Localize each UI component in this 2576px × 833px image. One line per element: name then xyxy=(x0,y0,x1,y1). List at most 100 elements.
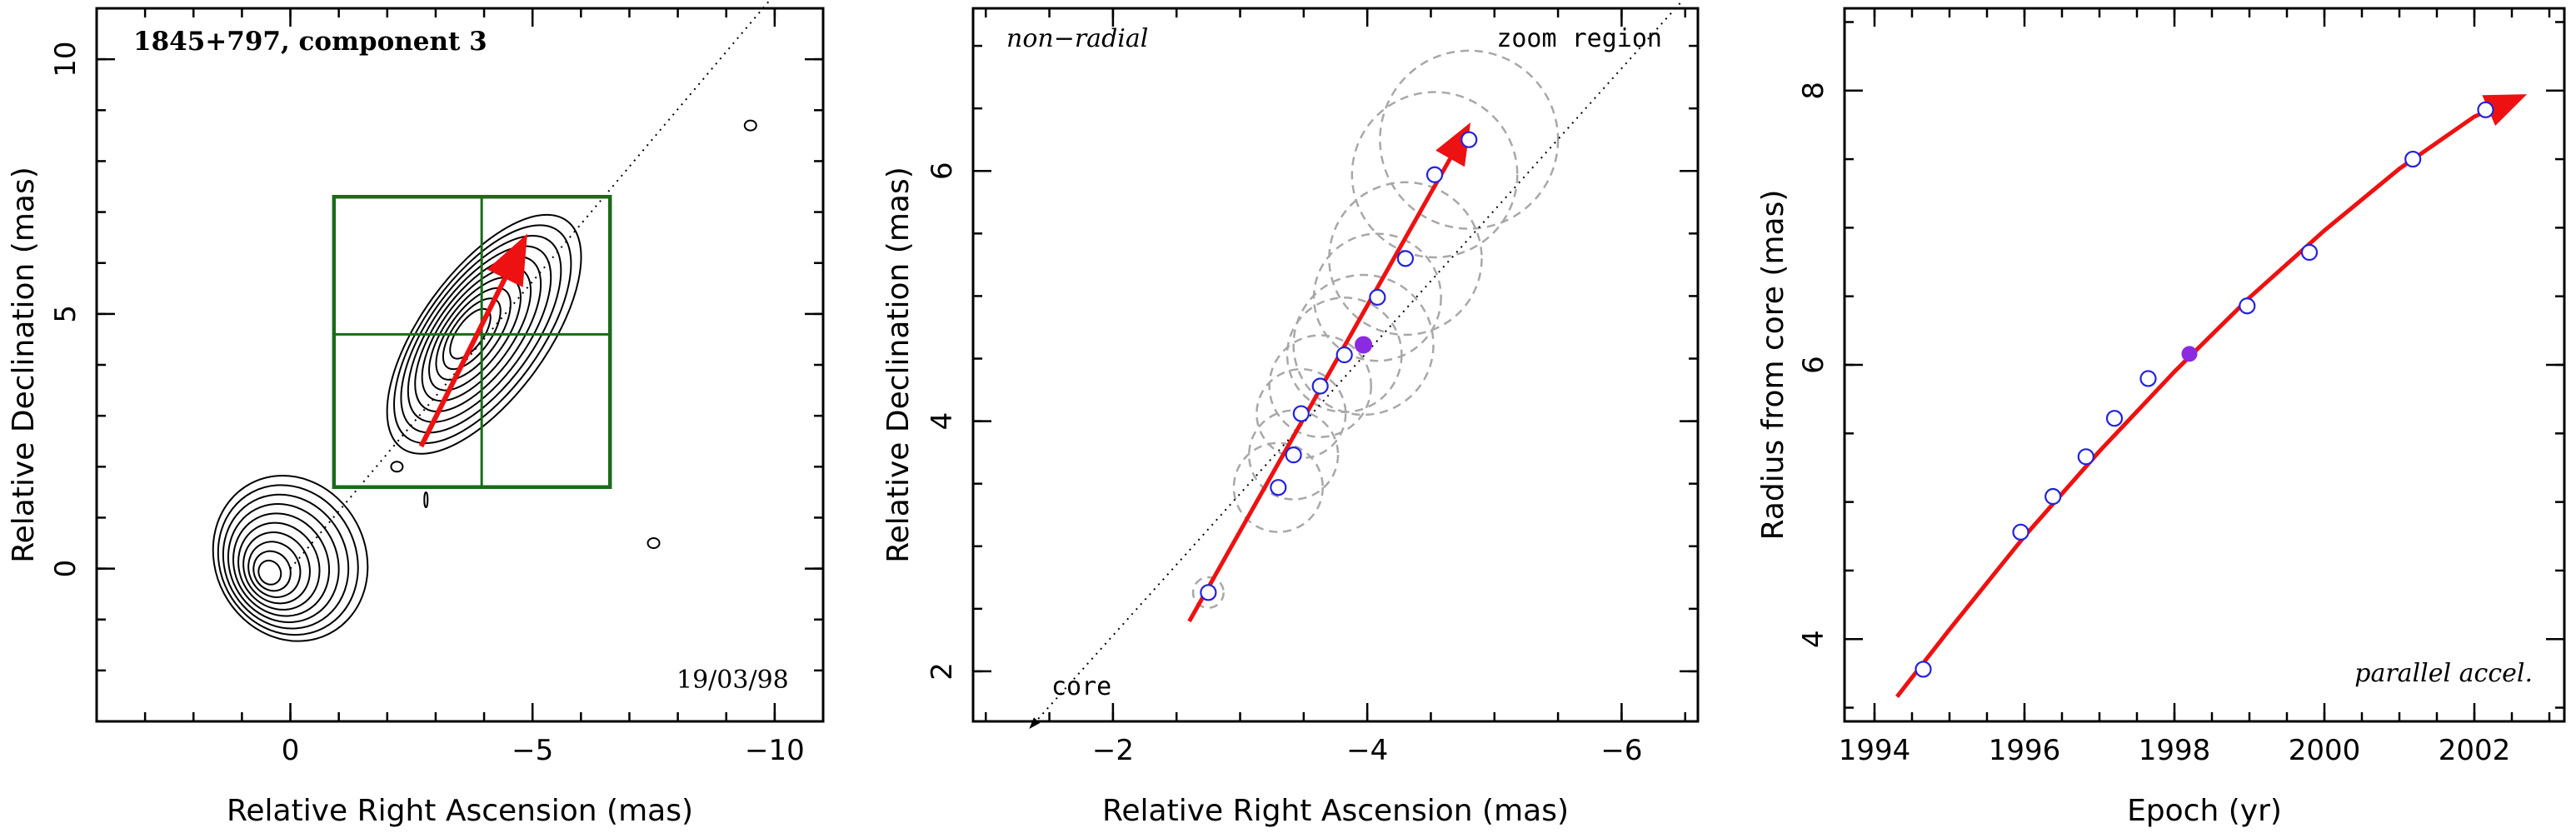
p3-point xyxy=(2477,101,2494,118)
p1-motion-arrow xyxy=(418,233,527,448)
p3-xtick-label: 1994 xyxy=(1839,734,1911,767)
p3-xtick-label: 2002 xyxy=(2439,734,2511,767)
p1-small-feature xyxy=(743,119,757,132)
p2-points xyxy=(1200,131,1478,601)
p2-uncertainty-circle xyxy=(1350,91,1519,259)
p2-uncertainty-circle xyxy=(1268,334,1372,438)
p1-ticks: 0 −5 −10 0 5 10 xyxy=(49,7,825,767)
p1-ylabel: Relative Declination (mas) xyxy=(7,167,41,563)
p1-xtick-label: 0 xyxy=(282,734,300,767)
p2-uncertainty-circle xyxy=(1312,232,1442,362)
p2-uncertainty-circle xyxy=(1256,367,1347,460)
p2-ytick-label: 6 xyxy=(926,162,959,180)
p1-core-contour xyxy=(237,521,321,611)
p2-uncertainty-circle xyxy=(1328,181,1483,337)
p3-point xyxy=(2239,297,2256,315)
p2-point xyxy=(1369,288,1386,307)
p2-uncertainty-circle-highlight xyxy=(1292,273,1435,416)
p2-xtick-label: −2 xyxy=(1092,734,1134,767)
p2-ytick-label: 2 xyxy=(926,662,959,681)
p3-fit-curve xyxy=(1895,94,2528,698)
p1-zoom-box xyxy=(332,194,612,489)
p1-component-contour xyxy=(393,224,572,445)
p1-core-contours xyxy=(212,475,369,642)
p3-point xyxy=(2077,448,2094,466)
p2-point xyxy=(1460,131,1478,148)
p3-axes-frame xyxy=(1843,7,2566,723)
p3-point xyxy=(1915,661,1932,678)
p3-point xyxy=(2139,370,2157,387)
p2-ytick-label: 4 xyxy=(926,412,959,431)
p2-point xyxy=(1270,479,1287,496)
p1-component-contour xyxy=(400,234,562,434)
p2-overlay xyxy=(1029,0,1685,729)
p3-annotation: parallel accel. xyxy=(2354,659,2533,688)
p2-point xyxy=(1200,584,1217,601)
p1-component-contours xyxy=(386,213,582,455)
p3-xtick-label: 1998 xyxy=(2139,734,2211,767)
panel-zoom: −2 −4 −6 2 4 6 non−radial zoom region core Re… xyxy=(881,0,1700,828)
p3-point xyxy=(2012,523,2029,541)
p1-ytick-label: 5 xyxy=(49,305,82,323)
p3-ticks: 1994 1996 1998 2000 2002 4 6 8 xyxy=(1797,8,2564,767)
p1-xtick-label: −5 xyxy=(512,734,553,767)
p1-core-contour xyxy=(217,484,359,636)
p1-small-feature xyxy=(390,461,404,473)
p1-core-contour xyxy=(232,512,331,617)
p3-ylabel: Radius from core (mas) xyxy=(1756,190,1790,541)
p1-component-contour xyxy=(414,256,542,412)
p2-uncertainty-circle xyxy=(1379,49,1560,230)
p1-small-feature xyxy=(423,491,429,509)
p2-point xyxy=(1311,377,1329,395)
p1-title: 1845+797, component 3 xyxy=(133,27,487,57)
p1-core-contour xyxy=(227,503,340,624)
p2-ticks: −2 −4 −6 2 4 6 xyxy=(926,8,1698,767)
p1-diagonal-line xyxy=(289,0,771,570)
p1-date-label: 19/03/98 xyxy=(676,666,789,695)
p1-contour-features xyxy=(212,119,757,642)
p3-ytick-label: 4 xyxy=(1797,630,1830,648)
p2-xtick-label: −4 xyxy=(1346,734,1388,767)
p1-xlabel: Relative Right Ascension (mas) xyxy=(227,794,693,828)
p1-ytick-label: 0 xyxy=(49,560,82,578)
p3-xlabel: Epoch (yr) xyxy=(2127,794,2282,828)
p2-point xyxy=(1292,405,1310,422)
p1-small-feature xyxy=(646,537,661,549)
p3-point xyxy=(2404,150,2422,168)
p2-motion-arrow xyxy=(1187,122,1471,623)
p3-point xyxy=(2105,410,2124,427)
p2-uncertainty-circles xyxy=(1191,49,1560,609)
p2-point xyxy=(1285,446,1302,464)
p3-point xyxy=(2044,487,2062,506)
p2-xlabel: Relative Right Ascension (mas) xyxy=(1102,794,1569,828)
p2-point xyxy=(1425,166,1444,183)
p3-ytick-label: 6 xyxy=(1797,356,1830,374)
p1-xtick-label: −10 xyxy=(745,734,805,767)
p2-diagonal-line xyxy=(1029,0,1685,729)
p2-point xyxy=(1396,250,1415,267)
p1-component-contour xyxy=(386,213,582,455)
p2-highlight-point xyxy=(1355,336,1373,354)
p1-overlay xyxy=(289,0,771,570)
p2-point xyxy=(1335,346,1353,364)
p2-ylabel: Relative Declination (mas) xyxy=(881,167,916,563)
p3-point xyxy=(2300,243,2319,262)
p1-core-contour xyxy=(252,550,292,592)
p1-core-contour xyxy=(212,475,369,642)
p2-top-right-label: zoom region xyxy=(1496,24,1662,53)
p1-core-contour xyxy=(247,541,302,598)
p1-component-contour xyxy=(435,287,512,381)
p1-core-contour xyxy=(257,559,282,586)
p2-core-label: core xyxy=(1051,672,1111,701)
p3-xtick-label: 1996 xyxy=(1989,734,2061,767)
p2-uncertainty-circle xyxy=(1247,409,1340,501)
panel-map: 0 −5 −10 0 5 10 1845+797, component 3 19/03/9… xyxy=(7,0,825,828)
p3-points xyxy=(1915,101,2494,678)
p3-xtick-label: 2000 xyxy=(2289,734,2361,767)
p3-overlay xyxy=(1895,94,2528,698)
p2-top-left-label: non−radial xyxy=(1006,24,1148,53)
p1-core-contour xyxy=(242,531,311,605)
p2-axes-frame xyxy=(971,7,1700,723)
